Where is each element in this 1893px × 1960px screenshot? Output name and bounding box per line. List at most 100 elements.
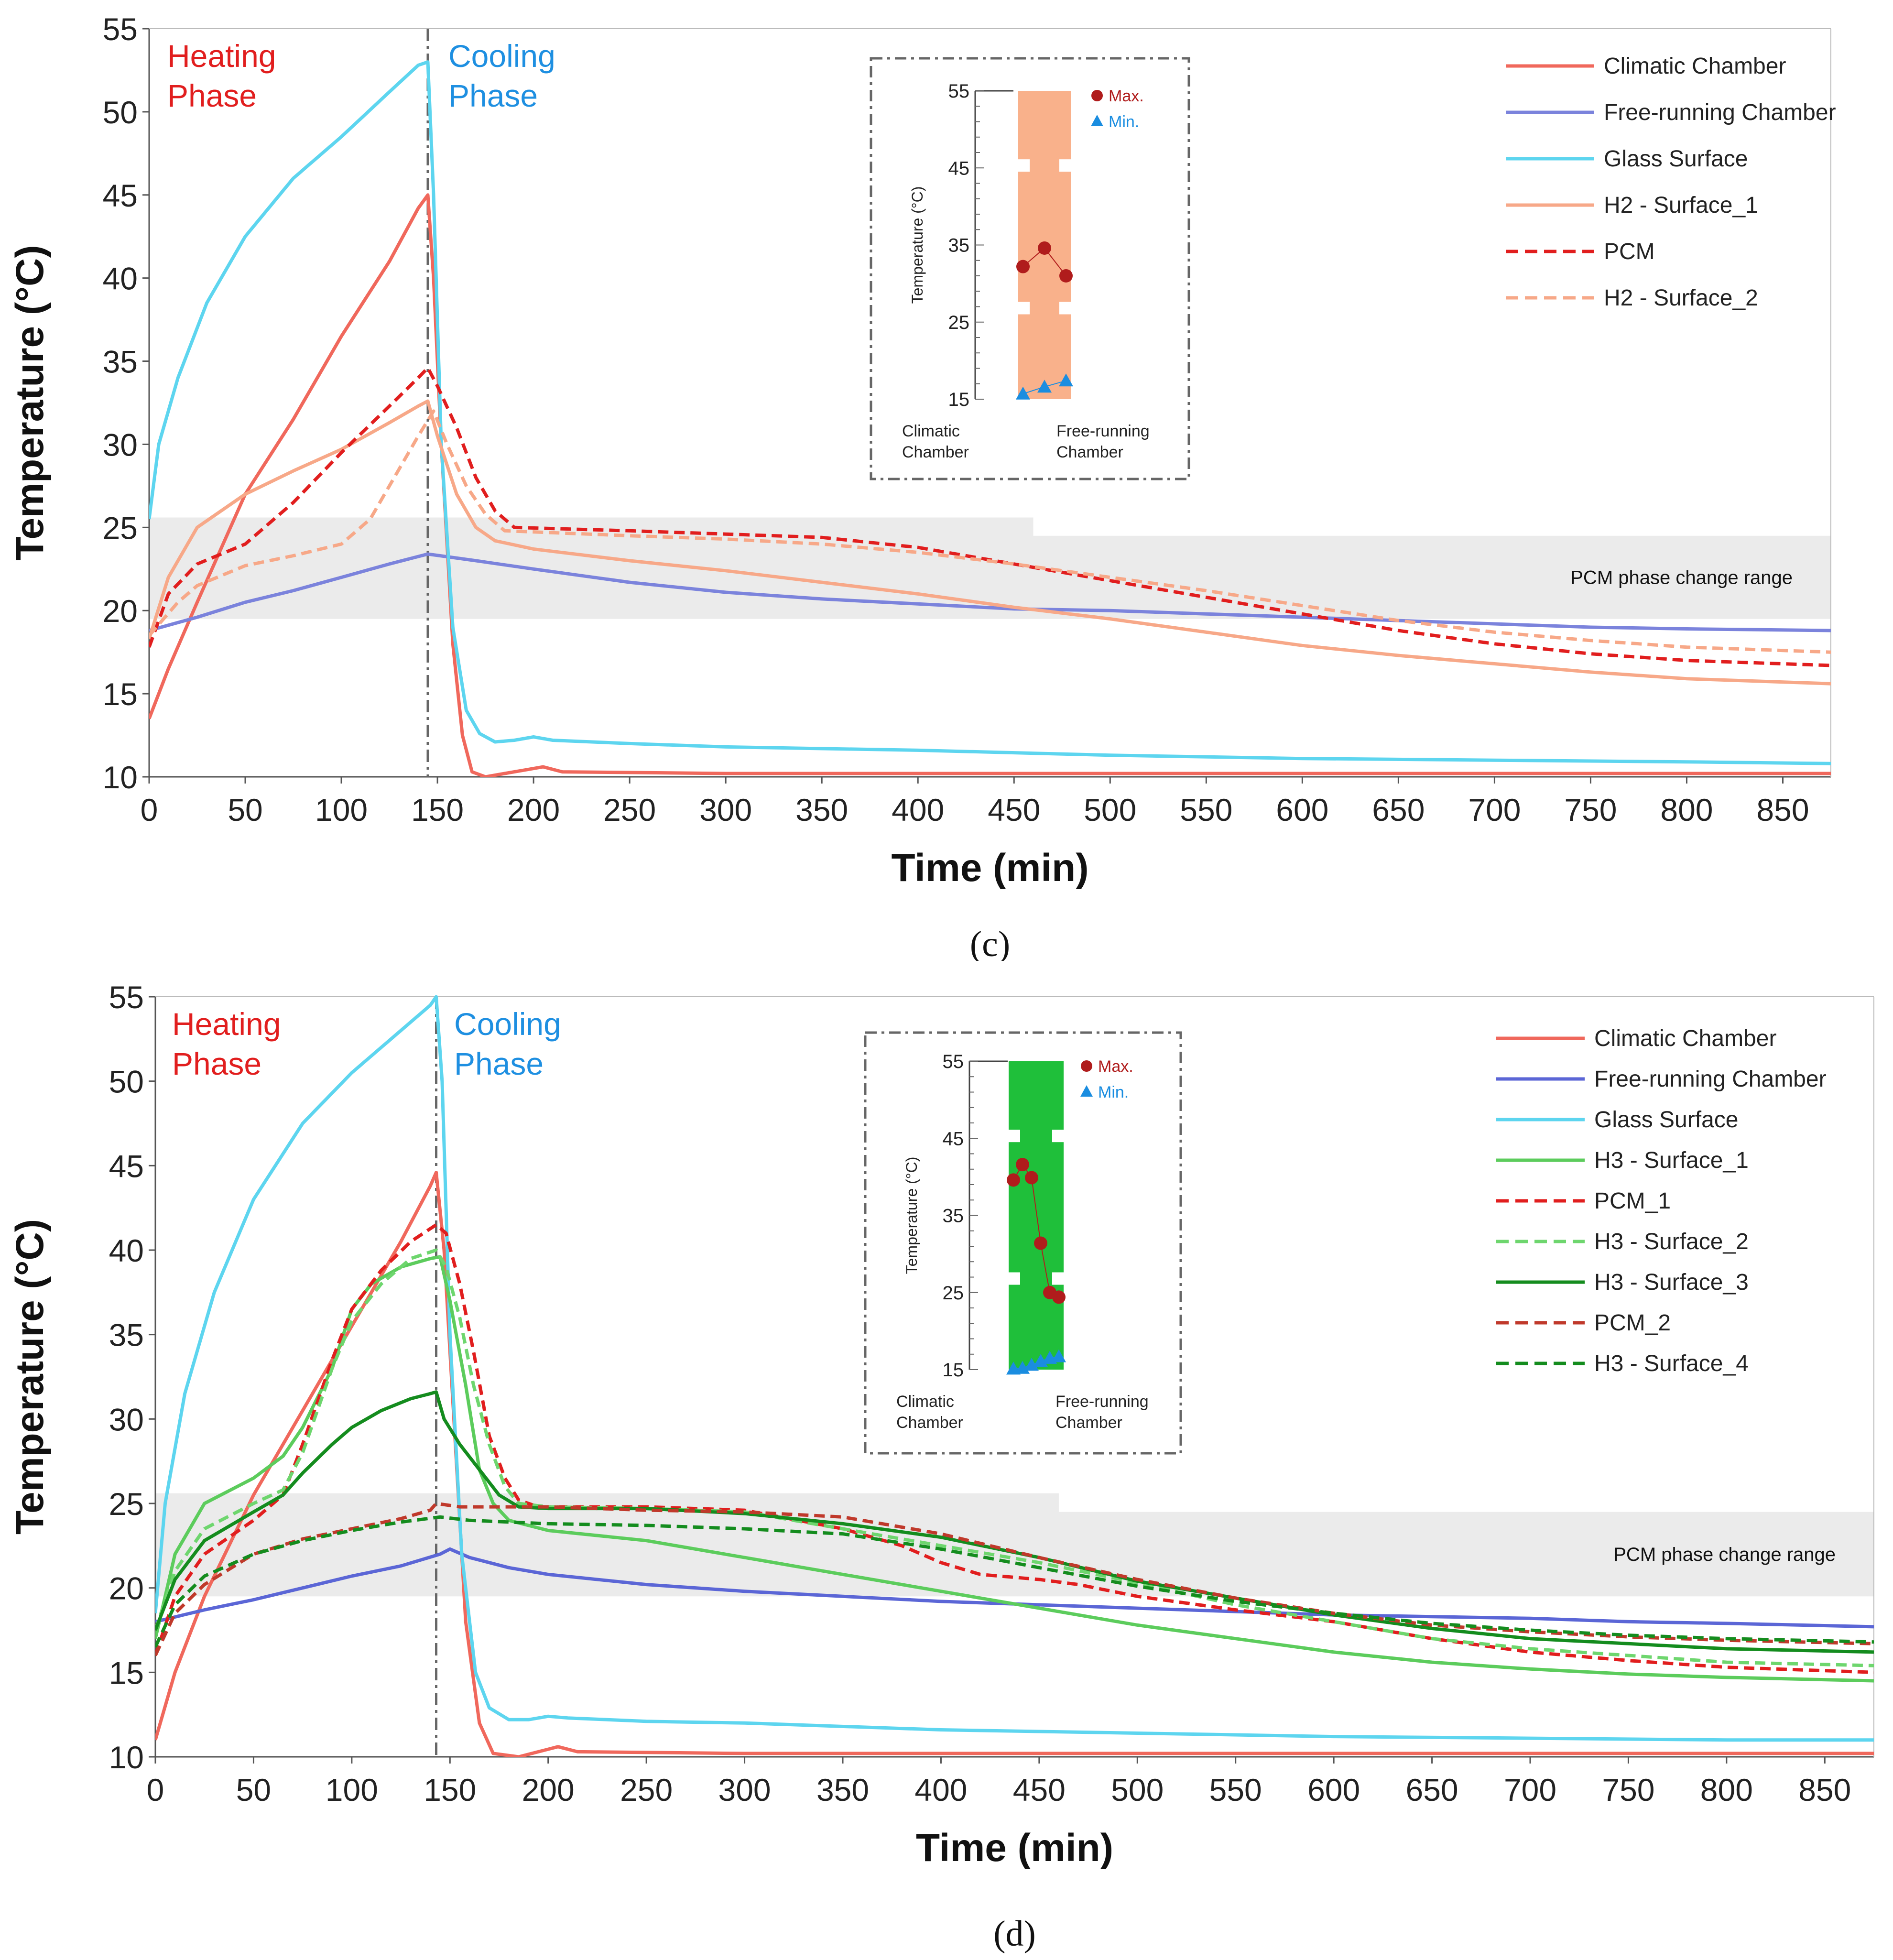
inset-y-tick-label: 15 xyxy=(948,389,970,410)
figure-caption: (d) xyxy=(993,1914,1036,1954)
x-tick-label: 650 xyxy=(1372,792,1425,828)
legend-label: Glass Surface xyxy=(1594,1107,1738,1132)
x-tick-label: 700 xyxy=(1468,792,1521,828)
legend-label: H3 - Surface_4 xyxy=(1594,1351,1749,1376)
y-axis-title: Temperature (°C) xyxy=(8,1219,52,1535)
x-tick-label: 150 xyxy=(411,792,464,828)
x-tick-label: 550 xyxy=(1180,792,1232,828)
y-tick-label: 20 xyxy=(109,1571,144,1606)
series-line xyxy=(149,552,1831,632)
inset-section-notch xyxy=(1052,1130,1064,1143)
legend-label: PCM_1 xyxy=(1594,1188,1671,1214)
y-tick-label: 30 xyxy=(103,427,138,462)
x-tick-label: 300 xyxy=(718,1772,771,1808)
pcm-range-label: PCM phase change range xyxy=(1613,1544,1836,1565)
y-tick-label: 10 xyxy=(109,1740,144,1775)
inset-y-axis-title: Temperature (°C) xyxy=(903,1157,920,1274)
inset-min-point xyxy=(1052,1349,1066,1362)
y-tick-label: 55 xyxy=(109,980,144,1015)
inset-max-point xyxy=(1016,260,1030,273)
x-tick-label: 250 xyxy=(620,1772,673,1808)
x-tick-label: 50 xyxy=(236,1772,271,1808)
x-tick-label: 350 xyxy=(795,792,848,828)
inset-y-tick-label: 25 xyxy=(948,312,970,333)
series-line xyxy=(155,995,1874,1742)
inset-y-tick-label: 35 xyxy=(948,235,970,256)
inset-right-label: Chamber xyxy=(1056,443,1123,461)
cooling-phase-label: Cooling xyxy=(448,38,555,74)
legend-label: Glass Surface xyxy=(1604,146,1748,172)
legend-label: Climatic Chamber xyxy=(1604,54,1786,79)
inset-section-notch xyxy=(1059,159,1071,172)
x-tick-label: 850 xyxy=(1798,1772,1851,1808)
x-tick-label: 500 xyxy=(1111,1772,1164,1808)
inset-legend-max-label: Max. xyxy=(1109,87,1144,105)
y-tick-label: 45 xyxy=(103,178,138,213)
inset-section-notch xyxy=(1018,302,1030,315)
legend-label: H3 - Surface_2 xyxy=(1594,1229,1749,1254)
series-line xyxy=(155,1223,1874,1674)
legend-label: Climatic Chamber xyxy=(1594,1026,1776,1051)
x-tick-label: 400 xyxy=(914,1772,967,1808)
y-tick-label: 25 xyxy=(103,510,138,545)
x-tick-label: 750 xyxy=(1602,1772,1654,1808)
inset-section-notch xyxy=(1059,302,1071,315)
x-tick-label: 0 xyxy=(147,1772,164,1808)
legend-label: H2 - Surface_2 xyxy=(1604,285,1758,311)
x-tick-label: 100 xyxy=(315,792,368,828)
heating-phase-label: Phase xyxy=(167,78,257,113)
y-tick-label: 20 xyxy=(103,593,138,629)
heating-phase-label: Heating xyxy=(172,1006,281,1042)
x-tick-label: 200 xyxy=(522,1772,575,1808)
inset-left-label: Chamber xyxy=(896,1414,963,1432)
inset-y-tick-label: 55 xyxy=(943,1051,964,1072)
inset-y-tick-label: 15 xyxy=(943,1360,964,1381)
series-line xyxy=(155,1547,1874,1629)
x-tick-label: 500 xyxy=(1084,792,1136,828)
legend-label: Free-running Chamber xyxy=(1604,100,1836,125)
inset-section-notch xyxy=(1018,159,1030,172)
pcm-range-band xyxy=(155,1493,1874,1597)
inset-y-tick-label: 35 xyxy=(943,1206,964,1227)
y-tick-label: 25 xyxy=(109,1486,144,1522)
x-tick-label: 600 xyxy=(1276,792,1328,828)
inset-y-axis-title: Temperature (°C) xyxy=(909,186,926,304)
inset-legend-min-label: Min. xyxy=(1098,1083,1129,1101)
x-tick-label: 0 xyxy=(141,792,158,828)
series-line xyxy=(155,1515,1874,1648)
legend-label: PCM_2 xyxy=(1594,1310,1671,1336)
legend-label: H3 - Surface_1 xyxy=(1594,1148,1749,1173)
x-tick-label: 50 xyxy=(228,792,262,828)
y-tick-label: 15 xyxy=(103,676,138,712)
inset-right-label: Chamber xyxy=(1055,1414,1122,1432)
inset-max-point xyxy=(1034,1236,1047,1250)
legend-label: H3 - Surface_3 xyxy=(1594,1270,1749,1295)
inset-legend-min-label: Min. xyxy=(1109,113,1139,131)
y-tick-label: 40 xyxy=(103,261,138,296)
y-tick-label: 45 xyxy=(109,1148,144,1184)
pcm-range-label: PCM phase change range xyxy=(1570,567,1793,588)
chart-d: PCM phase change range 10 15 20 25 30 35 40 45 50… xyxy=(8,980,1874,1954)
cooling-phase-label: Phase xyxy=(454,1046,544,1081)
x-tick-label: 200 xyxy=(507,792,560,828)
y-tick-label: 15 xyxy=(109,1655,144,1690)
legend-label: PCM xyxy=(1604,239,1655,264)
inset-right-label: Free-running xyxy=(1055,1393,1149,1411)
heating-phase-label: Heating xyxy=(167,38,276,74)
x-axis-title: Time (min) xyxy=(916,1826,1113,1870)
series-line xyxy=(155,1255,1874,1683)
chart-c: PCM phase change range 10 15 20 25 30 35 40 45 50… xyxy=(8,11,1836,961)
inset-legend-min-marker xyxy=(1091,115,1103,126)
inset-max-point xyxy=(1059,269,1073,283)
x-tick-label: 800 xyxy=(1660,792,1713,828)
x-tick-label: 700 xyxy=(1504,1772,1556,1808)
x-tick-label: 750 xyxy=(1564,792,1617,828)
inset-left-label: Chamber xyxy=(902,443,969,461)
y-tick-label: 35 xyxy=(103,344,138,380)
y-axis-title: Temperature (°C) xyxy=(8,245,52,560)
x-tick-label: 450 xyxy=(988,792,1040,828)
inset-max-point xyxy=(1007,1173,1020,1187)
inset-y-tick-label: 45 xyxy=(948,158,970,179)
x-tick-label: 600 xyxy=(1307,1772,1360,1808)
